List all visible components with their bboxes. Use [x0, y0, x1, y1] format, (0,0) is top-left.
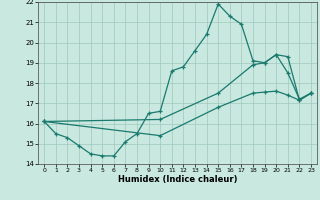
X-axis label: Humidex (Indice chaleur): Humidex (Indice chaleur) — [118, 175, 237, 184]
